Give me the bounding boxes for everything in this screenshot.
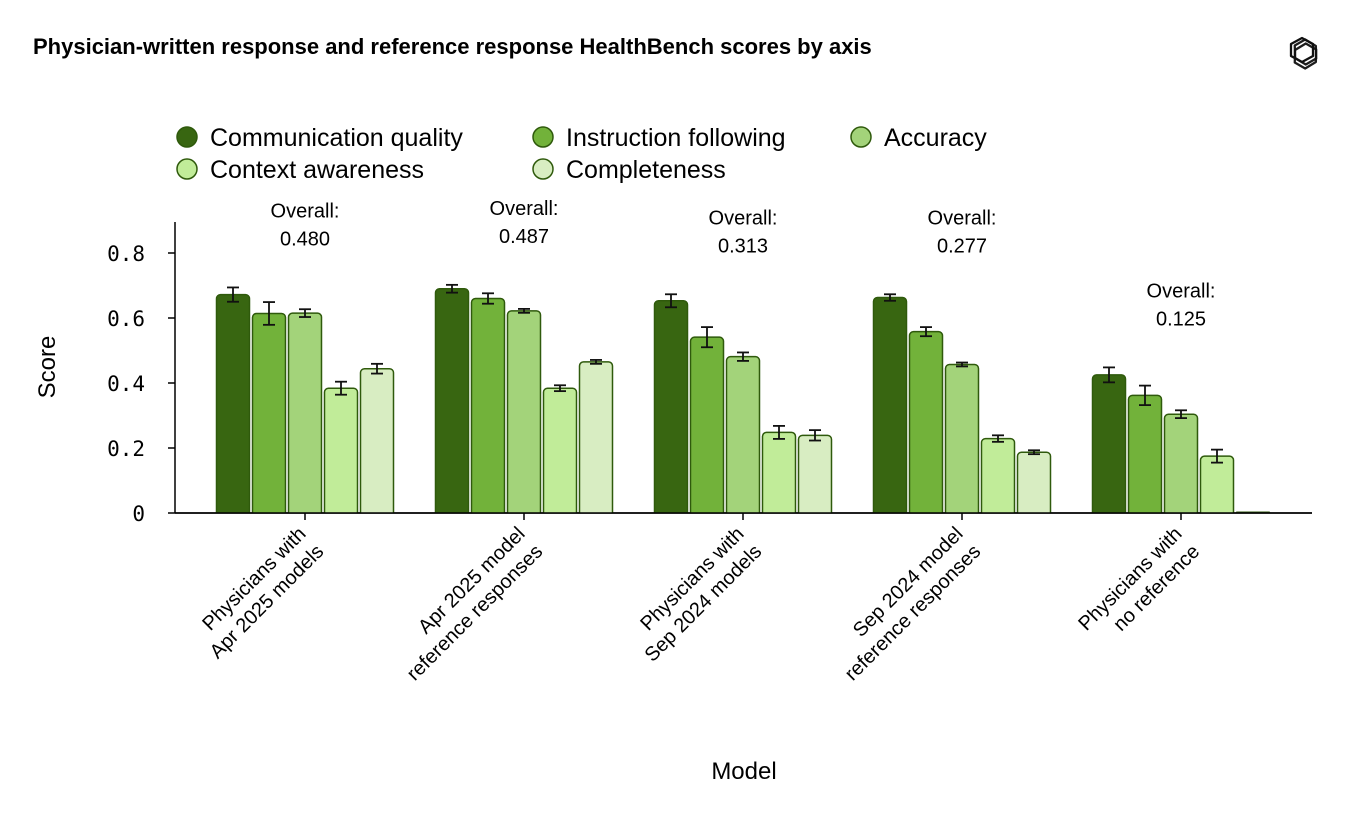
overall-annotation-line-2-1: 0.313 [718, 235, 768, 257]
x-tick-label-2: Physicians withSep 2024 models [623, 523, 766, 666]
y-axis-title: Score [34, 336, 61, 399]
bar-s1-c4 [1127, 394, 1163, 513]
legend-label-0: Communication quality [210, 124, 463, 152]
bar-s4-c3 [1016, 451, 1052, 513]
bar-s4-c1 [578, 361, 614, 513]
overall-annotation-line-4-0: Overall: [1147, 280, 1216, 302]
legend: Communication quality Instruction followi… [176, 124, 987, 184]
overall-annotation-line-1-0: Overall: [490, 198, 559, 220]
bar-s3-c1 [542, 387, 578, 513]
legend-marker-4 [532, 158, 554, 180]
chart-title: Physician-written response and reference… [33, 34, 872, 59]
x-tick-label-1: Apr 2025 modelreference responses [385, 523, 547, 685]
legend-label-3: Context awareness [210, 156, 424, 184]
legend-marker-2 [850, 126, 872, 148]
bar-s0-c1 [434, 288, 470, 513]
overall-annotation-line-0-1: 0.480 [280, 228, 330, 250]
bar-s4-c2 [797, 434, 833, 513]
legend-marker-0 [176, 126, 198, 148]
y-tick-label-4: 0.8 [107, 242, 145, 266]
y-tick-label-2: 0.4 [107, 372, 145, 396]
bar-s2-c1 [506, 310, 542, 513]
legend-label-1: Instruction following [566, 124, 786, 152]
bars [175, 283, 1312, 514]
bar-s0-c2 [653, 300, 689, 513]
overall-annotation-line-0-0: Overall: [271, 200, 340, 222]
overall-annotation-1: Overall: 0.487 [490, 198, 559, 248]
bar-s4-c0 [359, 367, 395, 513]
y-tick-label-1: 0.2 [107, 437, 145, 461]
x-tick-label-3: Sep 2024 modelreference responses [823, 523, 985, 685]
bar-s2-c4 [1163, 413, 1199, 513]
bar-s3-c3 [980, 437, 1016, 513]
overall-annotation-line-1-1: 0.487 [499, 226, 549, 248]
legend-label-2: Accuracy [884, 124, 987, 152]
legend-marker-1 [532, 126, 554, 148]
bar-s3-c0 [323, 387, 359, 513]
bar-s1-c3 [908, 330, 944, 513]
legend-marker-3 [176, 158, 198, 180]
overall-annotation-line-2-0: Overall: [709, 207, 778, 229]
x-tick-label-4: Physicians withno reference [1074, 523, 1204, 653]
bar-s0-c4 [1091, 374, 1127, 513]
overall-annotation-line-4-1: 0.125 [1156, 308, 1206, 330]
x-axis-title: Model [711, 758, 776, 785]
bar-s0-c0 [215, 293, 251, 513]
overall-annotation-4: Overall: 0.125 [1147, 280, 1216, 330]
legend-label-4: Completeness [566, 156, 726, 184]
y-tick-label-0: 0 [132, 502, 145, 526]
bar-s1-c1 [470, 297, 506, 513]
axes: 0 0.2 0.4 0.6 0.8 Score Model [34, 222, 1312, 785]
bar-s1-c0 [251, 312, 287, 513]
openai-logo-icon [1289, 36, 1318, 70]
bar-s1-c2 [689, 336, 725, 513]
overall-annotation-2: Overall: 0.313 [709, 207, 778, 257]
bar-s2-c0 [287, 312, 323, 513]
bar-s2-c2 [725, 355, 761, 513]
bar-s2-c3 [944, 363, 980, 513]
x-tick-label-0: Physicians withApr 2025 models [188, 523, 328, 663]
bar-s0-c3 [872, 296, 908, 513]
bar-s3-c2 [761, 431, 797, 513]
bar-s3-c4 [1199, 455, 1235, 513]
y-tick-label-3: 0.6 [107, 307, 145, 331]
overall-annotation-3: Overall: 0.277 [928, 207, 997, 257]
overall-annotation-line-3-0: Overall: [928, 207, 997, 229]
overall-annotation-line-3-1: 0.277 [937, 235, 987, 257]
overall-annotation-0: Overall: 0.480 [271, 200, 340, 250]
